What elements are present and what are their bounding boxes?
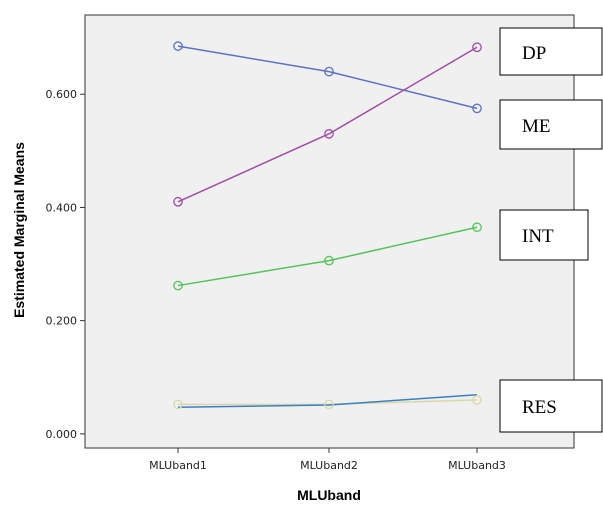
- svg-text:INT: INT: [522, 226, 554, 247]
- annotation-dp: DP: [499, 27, 603, 76]
- y-axis-title: Estimated Marginal Means: [11, 142, 27, 318]
- series-2-point: [472, 42, 482, 53]
- series-3-point: [472, 222, 482, 233]
- series-4-point: [173, 399, 183, 410]
- series-line-3: [177, 226, 478, 287]
- series-1-point: [173, 41, 183, 51]
- y-tick-label: 0.000: [46, 428, 78, 441]
- series-line-5: [177, 394, 478, 408]
- series-1-point: [472, 103, 482, 114]
- annotation-res: RES: [499, 379, 603, 433]
- x-axis: MLUband1 MLUband2 MLUband3: [149, 448, 506, 472]
- svg-text:DP: DP: [522, 43, 546, 64]
- svg-text:RES: RES: [522, 397, 557, 418]
- series-3-point: [173, 280, 183, 291]
- y-tick-label: 0.600: [46, 88, 78, 101]
- annotation-me: ME: [499, 99, 603, 150]
- y-tick-label: 0.400: [46, 201, 78, 214]
- series-3-point: [324, 255, 334, 266]
- plot-area: [84, 14, 575, 449]
- series-2-point: [173, 196, 183, 207]
- series-line-1: [177, 45, 478, 110]
- series-1-point: [324, 66, 334, 77]
- x-axis-title: MLUband: [297, 487, 361, 503]
- y-axis: 0.000 0.200 0.400 0.600: [46, 88, 85, 441]
- series-2-point: [324, 129, 334, 139]
- annotation-int: INT: [499, 209, 589, 261]
- y-tick-label: 0.200: [46, 315, 78, 328]
- x-tick-label: MLUband3: [448, 459, 506, 472]
- series-layer: [173, 41, 482, 410]
- series-4-point: [324, 399, 334, 410]
- series-4-point: [472, 395, 482, 405]
- x-tick-label: MLUband2: [300, 459, 358, 472]
- svg-text:ME: ME: [522, 116, 551, 137]
- series-line-2: [177, 46, 478, 203]
- x-tick-label: MLUband1: [149, 459, 207, 472]
